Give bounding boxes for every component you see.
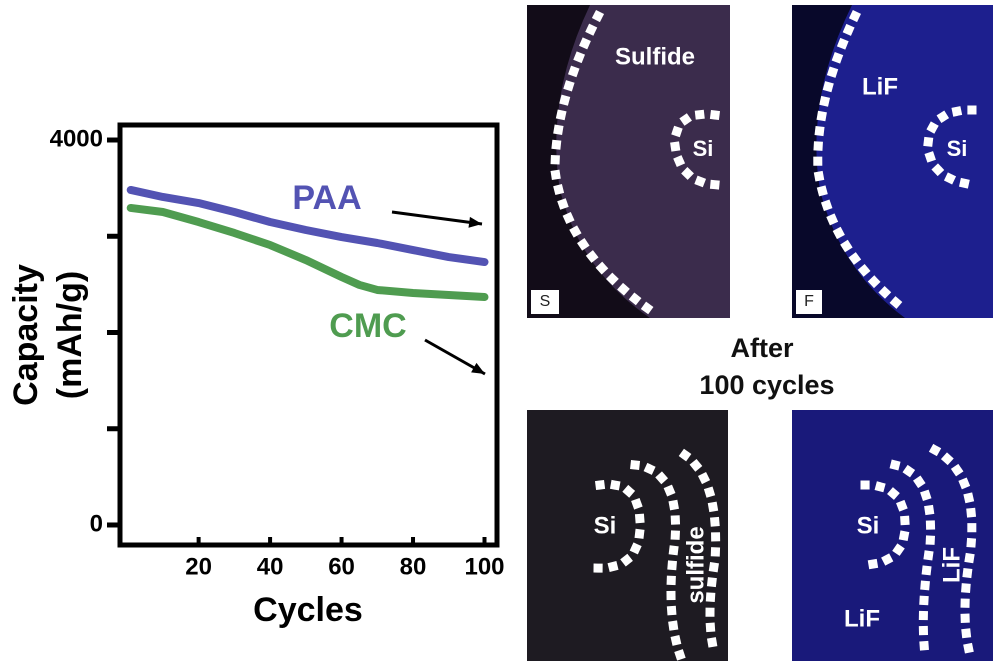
series-label: CMC [329,307,406,345]
micrograph-label: Si [693,136,714,161]
x-axis-label: Cycles [253,591,363,629]
micrograph-label: LiF [844,605,880,632]
micrograph-panel [527,410,728,661]
x-tick-label: 60 [328,553,355,580]
data-line [126,185,489,267]
boundary-dots [923,105,980,190]
micrograph-label: LiF [862,73,898,100]
micrograph-label: Si [594,512,617,539]
micrograph-label: Si [857,512,880,539]
x-tick-label: 20 [185,553,212,580]
y-axis-label: Capacity [7,264,45,406]
y-tick-label: 0 [90,510,103,537]
boundary-dots [550,9,657,317]
micrograph-label: S [540,293,551,310]
panel-shade [792,5,905,318]
caption: After [730,333,793,363]
arrow-head [468,216,482,228]
panel-shade [527,5,650,318]
y-axis-label: (mAh/g) [51,271,89,399]
boundary-dots [670,109,727,190]
boundary-dots [813,10,912,317]
x-tick-label: 80 [400,553,427,580]
caption: 100 cycles [699,370,834,400]
boundary-dots [678,448,721,661]
series-label: PAA [292,179,361,217]
element-badge [531,290,559,314]
micrograph-panel [792,410,993,661]
boundary-dots [855,480,910,570]
arrow-head [471,362,485,374]
micrograph-label: Si [947,136,968,161]
micrograph-label: F [804,293,814,310]
data-line [126,203,489,301]
boundary-dots [928,443,977,661]
y-tick-label: 4000 [50,125,103,152]
plot-frame [117,122,500,548]
arrow-shaft [391,210,483,226]
micrograph-label: Sulfide [615,43,695,70]
element-badge [796,290,822,314]
boundary-dots [630,460,686,661]
micrograph-label: LiF [938,547,965,583]
x-tick-label: 40 [257,553,284,580]
micrograph-label: sulfide [682,526,709,603]
x-tick-label: 100 [464,553,504,580]
